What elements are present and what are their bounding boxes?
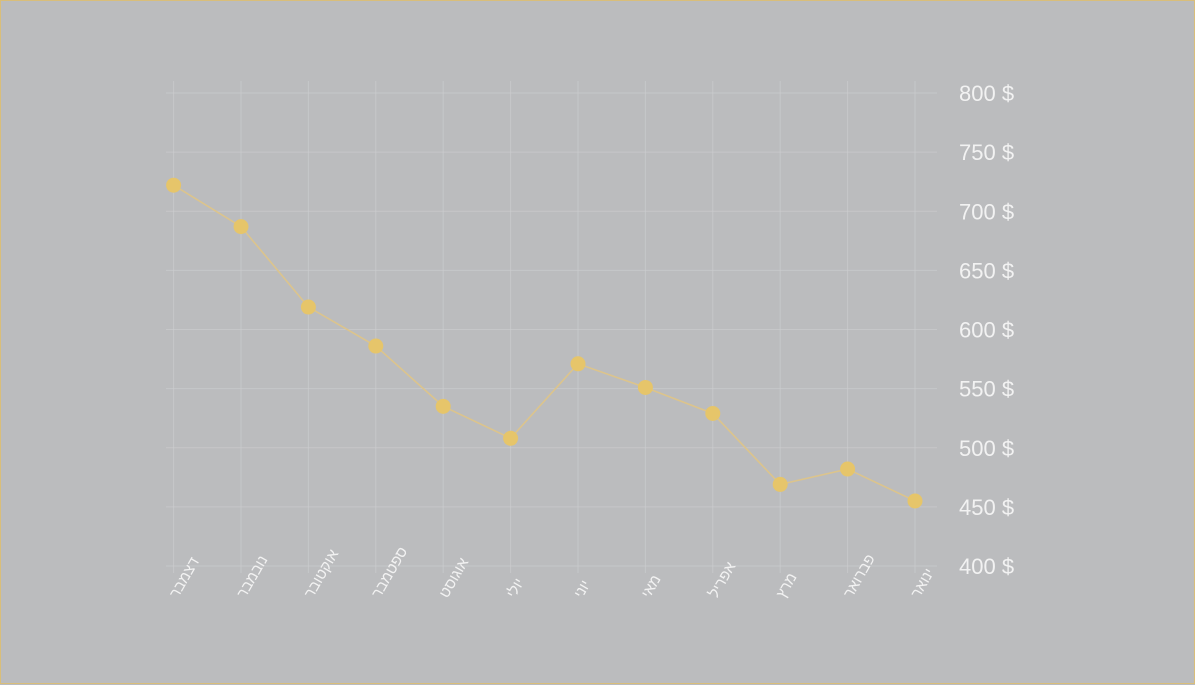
y-tick-label: 400 $ (959, 554, 1014, 579)
data-point[interactable] (233, 219, 249, 235)
series (166, 177, 923, 509)
data-point[interactable] (705, 405, 721, 421)
y-tick-label: 800 $ (959, 81, 1014, 106)
grid (166, 81, 937, 573)
x-tick-label: נובמבר (234, 553, 272, 601)
x-tick-label: מאי (638, 572, 665, 601)
y-tick-label: 450 $ (959, 495, 1014, 520)
data-point[interactable] (435, 398, 451, 414)
x-tick-label: ינואר (908, 566, 938, 601)
data-point[interactable] (907, 493, 923, 509)
x-tick-label: מרץ (773, 570, 801, 601)
x-tick-label: אוגוסט (436, 555, 473, 601)
data-point[interactable] (166, 177, 182, 193)
x-axis: ינואר פברואר מרץ אפריל מאי יוני יולי אוגוסט ספטמ… (166, 544, 938, 601)
y-tick-label: 750 $ (959, 140, 1014, 165)
x-tick-label: אפריל (706, 559, 740, 601)
y-tick-label: 550 $ (959, 377, 1014, 402)
y-tick-label: 700 $ (959, 199, 1014, 224)
y-tick-label: 500 $ (959, 436, 1014, 461)
y-axis: 800 $ 750 $ 700 $ 650 $ 600 $ 550 $ 500 $ 450 $… (959, 81, 1014, 579)
y-tick-label: 600 $ (959, 318, 1014, 343)
data-point[interactable] (840, 461, 856, 477)
series-line (173, 184, 916, 502)
x-tick-label: יוני (571, 577, 594, 601)
data-point[interactable] (300, 299, 316, 315)
y-tick-label: 650 $ (959, 258, 1014, 283)
data-point[interactable] (637, 379, 653, 395)
x-tick-label: ספטמבר (369, 544, 412, 601)
data-point[interactable] (368, 338, 384, 354)
x-tick-label: אוקטובר (301, 546, 342, 601)
data-point[interactable] (570, 356, 586, 372)
data-point[interactable] (503, 430, 519, 446)
x-tick-label: פברואר (840, 551, 878, 601)
x-tick-label: דצמבר (166, 555, 203, 601)
x-tick-label: יולי (503, 575, 528, 601)
data-point[interactable] (772, 476, 788, 492)
